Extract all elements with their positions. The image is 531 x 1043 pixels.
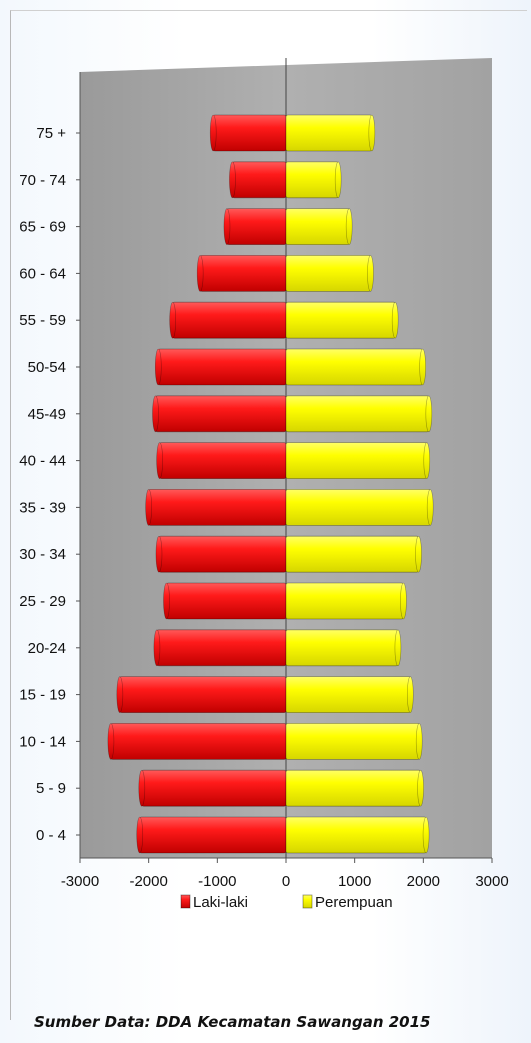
bar-female <box>285 769 421 807</box>
bar-male <box>166 582 287 620</box>
bar-male <box>141 769 287 807</box>
bar-male-cap <box>154 348 162 386</box>
bar-male <box>212 114 287 152</box>
y-tick-label: 5 - 9 <box>36 780 66 797</box>
bar-male-cap <box>163 582 170 620</box>
y-tick-label: 25 - 29 <box>19 593 66 610</box>
y-tick-label: 35 - 39 <box>19 499 66 516</box>
bar-female <box>285 208 350 246</box>
bar-male <box>157 348 287 386</box>
bar-female-cap <box>368 114 376 152</box>
y-tick-label: 60 - 64 <box>19 265 66 282</box>
bar-male-cap <box>209 114 217 152</box>
bar-female-cap <box>334 161 342 199</box>
y-tick-label: 30 - 34 <box>19 546 66 563</box>
y-tick-label: 45-49 <box>28 406 66 423</box>
bar-male-cap <box>196 255 204 292</box>
bar-female-cap <box>345 208 353 245</box>
y-tick-label: 55 - 59 <box>19 312 66 329</box>
bar-female-cap <box>415 535 422 573</box>
bar-female <box>285 676 411 713</box>
bar-male-cap <box>116 676 124 713</box>
bar-male <box>199 254 287 292</box>
x-tick-label: 2000 <box>407 873 440 890</box>
legend-swatch-male <box>180 894 191 909</box>
y-tick-label: 65 - 69 <box>19 219 66 236</box>
y-tick-label: 70 - 74 <box>19 172 66 189</box>
bar-male <box>119 676 287 713</box>
bar-male-cap <box>155 535 163 573</box>
bar-female <box>285 488 431 526</box>
bar-female-cap <box>394 629 402 667</box>
bar-female-cap <box>419 348 426 386</box>
x-tick-label: -1000 <box>198 873 236 890</box>
bar-male <box>232 161 287 199</box>
bar-male-cap <box>229 161 236 199</box>
bar-female <box>285 629 399 667</box>
bar-male <box>148 488 287 526</box>
legend-label-female: Perempuan <box>315 894 393 911</box>
bar-female-cap <box>400 582 407 620</box>
bar-male <box>139 816 287 854</box>
y-tick-label: 0 - 4 <box>36 827 66 844</box>
y-tick-label: 75 + <box>36 125 66 142</box>
bar-male <box>158 535 287 573</box>
bar-male-cap <box>156 442 163 479</box>
bar-male <box>172 301 287 339</box>
bar-female <box>285 535 419 573</box>
legend-swatch-female <box>302 894 313 909</box>
bar-female <box>285 348 424 386</box>
source-note: Sumber Data: DDA Kecamatan Sawangan 2015 <box>34 1013 431 1031</box>
x-tick-label: 1000 <box>338 873 371 890</box>
bar-female <box>285 301 396 339</box>
bar-female-cap <box>426 489 434 526</box>
bar-female-cap <box>367 255 374 292</box>
bar-female-cap <box>422 816 430 854</box>
bar-male-cap <box>153 629 161 667</box>
bar-female <box>285 723 420 760</box>
y-tick-label: 40 - 44 <box>19 453 66 470</box>
bar-male-cap <box>223 208 231 245</box>
bar-female <box>285 442 428 480</box>
bar-female-cap <box>417 769 424 807</box>
x-tick-label: 3000 <box>475 873 508 890</box>
y-tick-label: 50-54 <box>28 359 66 376</box>
x-tick-label: -3000 <box>61 873 99 890</box>
bar-male-cap <box>152 395 159 433</box>
bar-male-cap <box>107 723 115 760</box>
legend-label-male: Laki-laki <box>193 894 248 911</box>
x-tick-label: 0 <box>282 873 290 890</box>
y-tick-label: 20-24 <box>28 640 66 657</box>
bar-female <box>285 395 430 433</box>
bar-female-cap <box>425 395 433 433</box>
y-tick-label: 10 - 14 <box>19 733 66 750</box>
bar-male <box>156 629 287 667</box>
bar-female-cap <box>391 301 399 339</box>
bar-female <box>285 114 373 152</box>
x-tick-label: -2000 <box>129 873 167 890</box>
bar-female <box>285 816 427 854</box>
bar-female <box>285 161 339 199</box>
bar-male-cap <box>169 301 176 339</box>
bar-female-cap <box>406 676 414 713</box>
bar-male-cap <box>136 816 144 854</box>
y-tick-label: 15 - 19 <box>19 687 66 704</box>
bar-female <box>285 254 371 292</box>
bar-female <box>285 582 404 620</box>
chart-frame <box>10 10 527 1020</box>
bar-male <box>159 442 287 480</box>
bar-male-cap <box>138 769 146 807</box>
bar-female-cap <box>423 442 431 479</box>
bar-male <box>226 208 287 246</box>
bar-male <box>110 723 287 760</box>
bar-female-cap <box>415 723 423 760</box>
bar-male-cap <box>145 489 152 526</box>
bar-male <box>155 395 287 433</box>
